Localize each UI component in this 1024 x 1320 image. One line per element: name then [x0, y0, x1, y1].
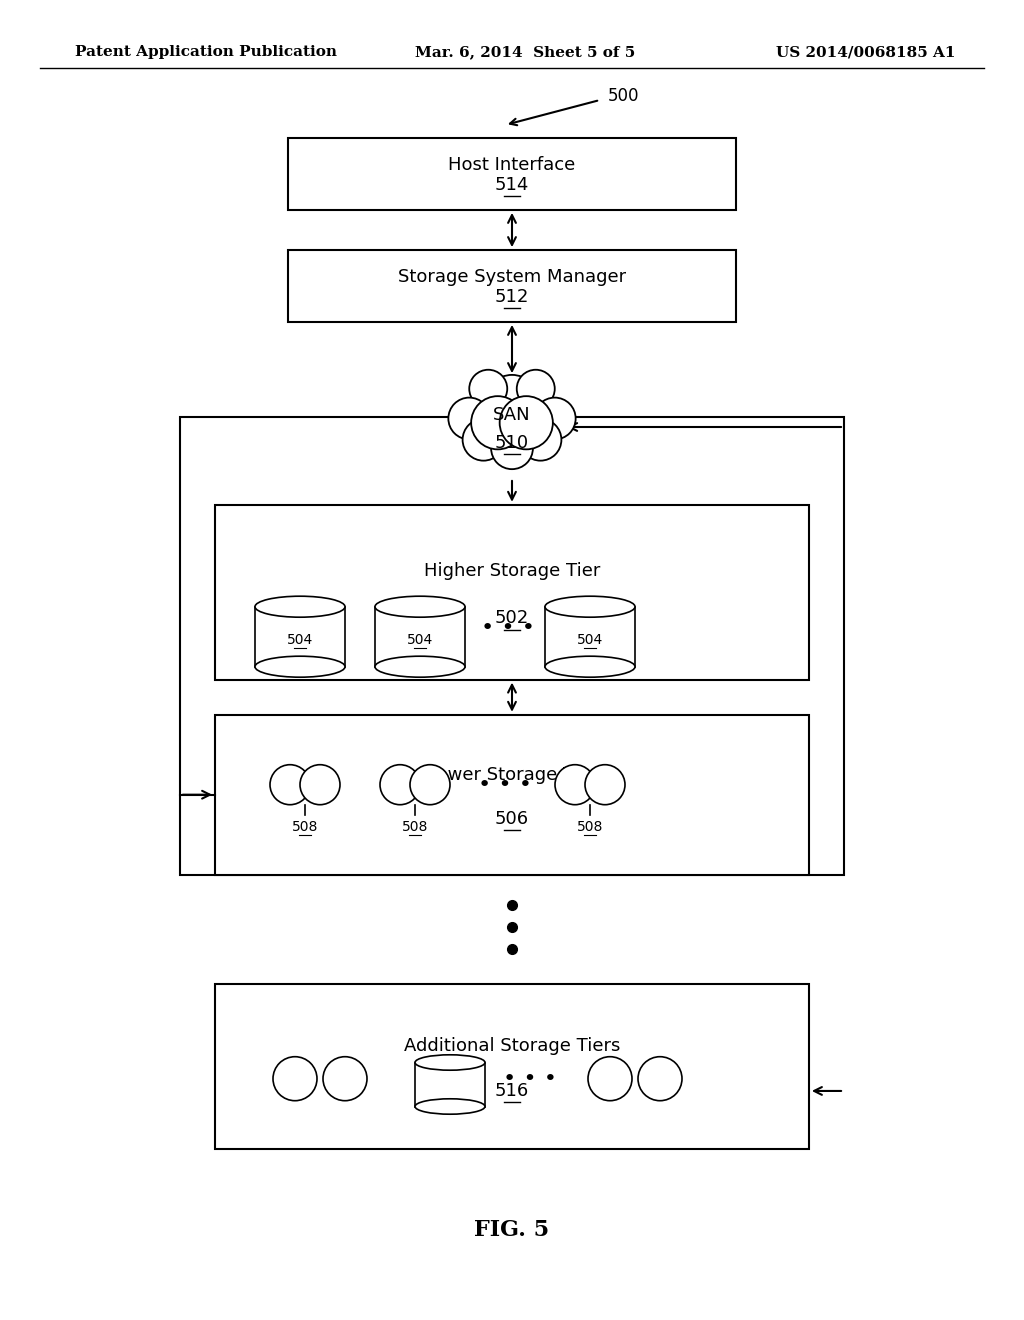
Ellipse shape	[545, 656, 635, 677]
Text: 512: 512	[495, 288, 529, 306]
Circle shape	[517, 370, 555, 408]
Circle shape	[410, 764, 450, 805]
Text: 508: 508	[577, 820, 603, 834]
Text: • • •: • • •	[481, 618, 535, 638]
Bar	[288, 139, 736, 210]
Text: FIG. 5: FIG. 5	[474, 1218, 550, 1241]
Circle shape	[469, 370, 507, 408]
Circle shape	[534, 397, 575, 440]
Text: • • •: • • •	[503, 1069, 557, 1089]
Text: US 2014/0068185 A1: US 2014/0068185 A1	[775, 45, 955, 59]
Circle shape	[273, 1057, 317, 1101]
Ellipse shape	[415, 1055, 485, 1071]
Text: Host Interface: Host Interface	[449, 156, 575, 174]
Bar	[375, 607, 465, 667]
Circle shape	[463, 418, 505, 461]
Text: 508: 508	[292, 820, 318, 834]
Text: Patent Application Publication: Patent Application Publication	[75, 45, 337, 59]
Circle shape	[300, 764, 340, 805]
Circle shape	[638, 1057, 682, 1101]
Circle shape	[555, 764, 595, 805]
Text: 510: 510	[495, 434, 529, 451]
Text: 516: 516	[495, 1082, 529, 1100]
Text: Mar. 6, 2014  Sheet 5 of 5: Mar. 6, 2014 Sheet 5 of 5	[415, 45, 635, 59]
Bar	[545, 607, 635, 667]
Ellipse shape	[255, 597, 345, 618]
Circle shape	[485, 375, 539, 428]
Bar	[180, 417, 844, 875]
Bar	[255, 607, 345, 667]
Text: • • •: • • •	[478, 775, 532, 795]
Ellipse shape	[545, 597, 635, 618]
Text: 504: 504	[407, 632, 433, 647]
Text: 504: 504	[577, 632, 603, 647]
Text: 502: 502	[495, 610, 529, 627]
Text: 506: 506	[495, 809, 529, 828]
Bar	[215, 983, 809, 1148]
Circle shape	[585, 764, 625, 805]
Text: Lower Storage Tier: Lower Storage Tier	[427, 767, 597, 784]
Circle shape	[323, 1057, 367, 1101]
Ellipse shape	[375, 597, 465, 618]
Text: Additional Storage Tiers: Additional Storage Tiers	[403, 1038, 621, 1056]
Ellipse shape	[415, 1098, 485, 1114]
Bar	[215, 504, 809, 680]
Ellipse shape	[255, 656, 345, 677]
Ellipse shape	[375, 656, 465, 677]
Text: 500: 500	[608, 87, 640, 106]
Text: 508: 508	[401, 820, 428, 834]
Text: Higher Storage Tier: Higher Storage Tier	[424, 562, 600, 581]
Bar	[288, 249, 736, 322]
Circle shape	[471, 396, 524, 449]
Text: 504: 504	[287, 632, 313, 647]
Text: Storage System Manager: Storage System Manager	[398, 268, 626, 286]
Bar	[415, 1063, 485, 1106]
Circle shape	[588, 1057, 632, 1101]
Circle shape	[492, 428, 532, 469]
Circle shape	[270, 764, 310, 805]
Circle shape	[519, 418, 561, 461]
Bar	[215, 714, 809, 875]
Circle shape	[500, 396, 553, 449]
Text: 514: 514	[495, 176, 529, 194]
Circle shape	[380, 764, 420, 805]
Text: SAN: SAN	[494, 407, 530, 424]
Circle shape	[449, 397, 490, 440]
